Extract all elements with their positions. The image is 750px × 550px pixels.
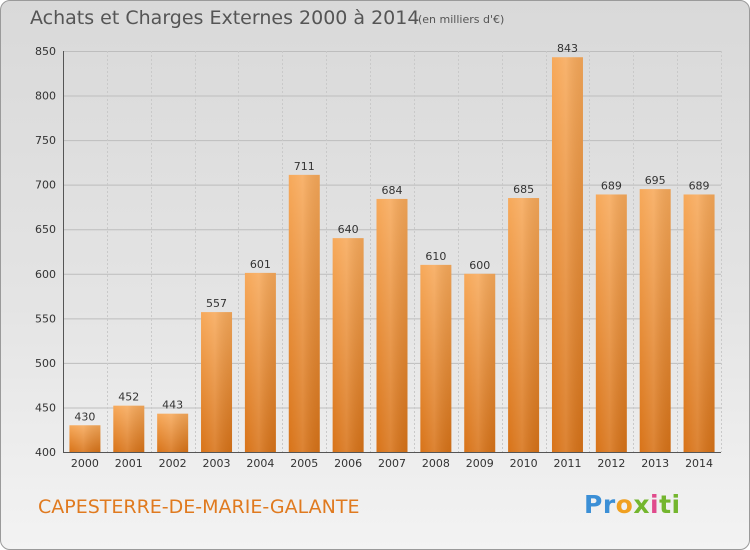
x-tick-label: 2006: [334, 457, 362, 470]
x-tick-label: 2000: [71, 457, 99, 470]
proxiti-logo[interactable]: Proxiti: [584, 490, 681, 519]
y-tick-label: 850: [35, 45, 56, 58]
axes: 400 450 500 550 600 650 700 750 800 850 2000 2001 20…: [35, 45, 721, 470]
y-tick-label: 700: [35, 179, 56, 192]
data-label: 610: [425, 250, 446, 263]
bar-shine: [113, 405, 145, 452]
x-tick-label: 2013: [641, 457, 669, 470]
bar-shine: [639, 189, 671, 452]
bar-shine: [201, 312, 233, 452]
bar-shine: [157, 413, 189, 452]
data-label: 684: [382, 184, 403, 197]
x-tick-label: 2001: [115, 457, 143, 470]
y-tick-label: 750: [35, 134, 56, 147]
y-tick-label: 450: [35, 401, 56, 414]
bar-shine: [508, 198, 540, 452]
data-label: 601: [250, 258, 271, 271]
bar-shine: [420, 264, 452, 452]
y-tick-label: 500: [35, 357, 56, 370]
logo-part: o: [615, 490, 634, 519]
x-tick-label: 2002: [159, 457, 187, 470]
logo-part: i: [649, 490, 660, 519]
y-tick-label: 400: [35, 446, 56, 459]
bar-shine: [376, 198, 408, 452]
x-tick-label: 2011: [553, 457, 581, 470]
bar-shine: [332, 238, 364, 452]
x-tick-label: 2003: [203, 457, 231, 470]
y-tick-label: 650: [35, 223, 56, 236]
x-tick-label: 2005: [290, 457, 318, 470]
data-label: 695: [645, 174, 666, 187]
location-name: CAPESTERRE-DE-MARIE-GALANTE: [38, 496, 360, 518]
bar-shine: [595, 194, 627, 453]
bar-shine: [244, 272, 276, 452]
data-label: 711: [294, 160, 315, 173]
y-tick-label: 550: [35, 312, 56, 325]
bar-shine: [551, 57, 583, 452]
chart-title: Achats et Charges Externes 2000 à 2014: [30, 7, 420, 29]
data-label: 452: [118, 391, 139, 404]
bar-shine: [288, 174, 320, 452]
logo-part: x: [633, 490, 650, 519]
data-label: 689: [601, 179, 622, 192]
logo-part: Pr: [584, 490, 616, 519]
x-tick-label: 2009: [466, 457, 494, 470]
x-tick-label: 2004: [246, 457, 274, 470]
data-label: 843: [557, 42, 578, 55]
x-tick-label: 2012: [597, 457, 625, 470]
data-label: 557: [206, 297, 227, 310]
x-tick-label: 2010: [510, 457, 538, 470]
bars: 430 452 443 557 601 711 640 684 610 600 685 843 689 6…: [69, 42, 715, 453]
chart-unit: (en milliers d'€): [418, 13, 505, 26]
y-tick-label: 600: [35, 268, 56, 281]
bar-shine: [464, 273, 496, 452]
y-tick-label: 800: [35, 90, 56, 103]
x-tick-label: 2008: [422, 457, 450, 470]
data-label: 689: [689, 179, 710, 192]
bar-shine: [69, 425, 101, 452]
data-label: 640: [338, 223, 359, 236]
x-tick-label: 2007: [378, 457, 406, 470]
logo-part: ti: [659, 490, 681, 519]
bar-shine: [683, 194, 715, 453]
data-label: 443: [162, 399, 183, 412]
data-label: 600: [469, 259, 490, 272]
x-tick-label: 2014: [685, 457, 713, 470]
data-label: 430: [74, 410, 95, 423]
data-label: 685: [513, 183, 534, 196]
